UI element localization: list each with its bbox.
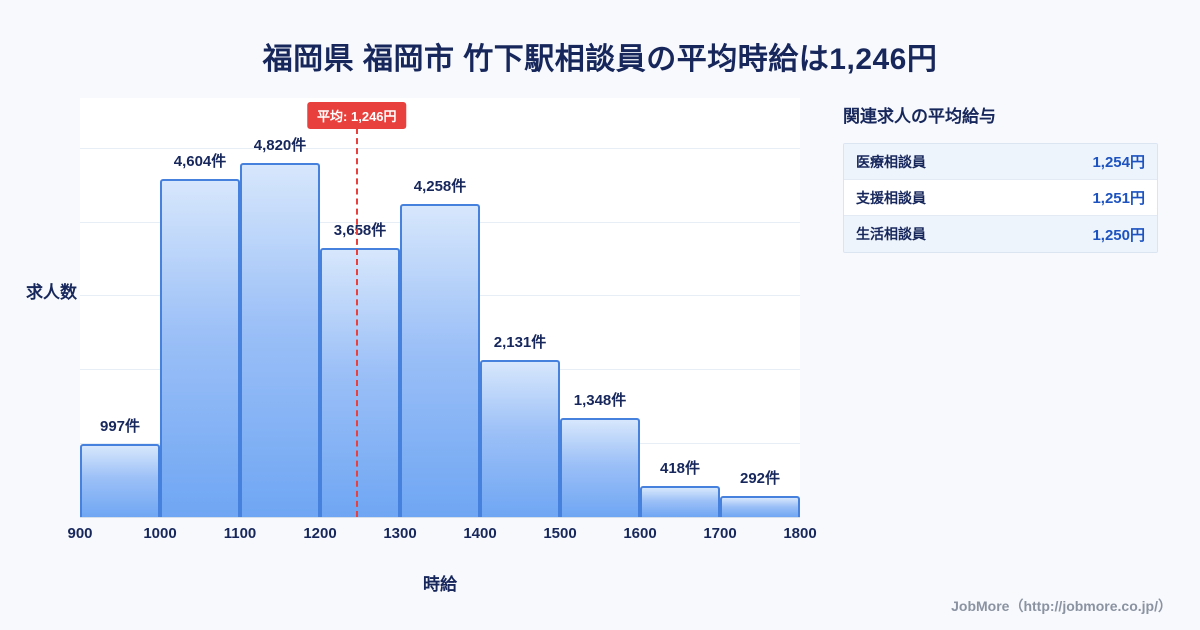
bar-value-label: 997件 — [99, 417, 141, 435]
job-label: 支援相談員 — [856, 189, 926, 206]
x-tick-label: 1500 — [543, 525, 577, 542]
histogram-bar — [720, 495, 800, 517]
table-row: 医療相談員 1,254円 — [844, 144, 1157, 180]
histogram-bar — [160, 178, 240, 517]
job-value: 1,254円 — [1092, 154, 1145, 171]
bar-value-label: 4,604件 — [173, 152, 227, 170]
bar-value-label: 418件 — [659, 460, 701, 478]
footer-credit: JobMore（http://jobmore.co.jp/） — [951, 598, 1172, 614]
y-axis-label: 求人数 — [26, 283, 77, 302]
histogram-bar — [240, 162, 320, 517]
bar-value-label: 4,258件 — [413, 178, 467, 195]
x-tick-label: 1700 — [703, 525, 737, 542]
histogram-bar — [560, 417, 640, 517]
table-row: 生活相談員 1,250円 — [844, 216, 1157, 252]
related-jobs-title: 関連求人の平均給与 — [843, 107, 996, 126]
x-axis-ticks: 900 1000 1100 1200 1300 1400 1500 1600 1700 1800 — [67, 525, 816, 545]
job-label: 医療相談員 — [856, 153, 926, 170]
bar-value-label: 1,348件 — [573, 391, 627, 409]
gridline — [80, 148, 800, 150]
bar-value-label: 3,658件 — [333, 222, 387, 240]
histogram-bar — [320, 248, 400, 517]
related-jobs-panel: 関連求人の平均給与 医療相談員 1,254円支援相談員 1,251円生活相談員 1,2… — [843, 102, 1158, 253]
x-tick-label: 900 — [67, 525, 93, 542]
job-label: 生活相談員 — [856, 226, 926, 242]
x-tick-label: 1200 — [303, 525, 337, 542]
x-tick-label: 1300 — [383, 525, 417, 542]
histogram-bar — [80, 443, 160, 517]
table-row: 支援相談員 1,251円 — [844, 180, 1157, 216]
page-title: 福岡県 福岡市 竹下駅相談員の平均時給は1,246円 — [262, 43, 938, 76]
histogram-bar — [480, 360, 560, 517]
x-tick-label: 1400 — [463, 525, 497, 542]
x-axis-label: 時給 — [423, 575, 457, 594]
average-label: 平均: 1,246円 — [307, 102, 407, 129]
x-tick-label: 1100 — [223, 525, 257, 542]
bar-value-label: 2,131件 — [493, 334, 547, 352]
histogram-bar — [400, 204, 480, 517]
bar-value-label: 292件 — [739, 469, 781, 487]
x-tick-label: 1800 — [783, 525, 817, 542]
average-line — [355, 128, 358, 517]
job-value: 1,251円 — [1092, 190, 1145, 207]
x-tick-label: 1600 — [623, 525, 657, 542]
bar-value-label: 4,820件 — [253, 136, 307, 154]
related-jobs-table: 医療相談員 1,254円支援相談員 1,251円生活相談員 1,250円 — [843, 143, 1158, 253]
histogram-bar — [640, 486, 720, 517]
plot-area: 平均: 1,246円 997件 4,604件 4,820件 3,658件 4,258件 2… — [80, 98, 800, 518]
job-value: 1,250円 — [1092, 226, 1145, 244]
x-tick-label: 1000 — [143, 525, 177, 542]
